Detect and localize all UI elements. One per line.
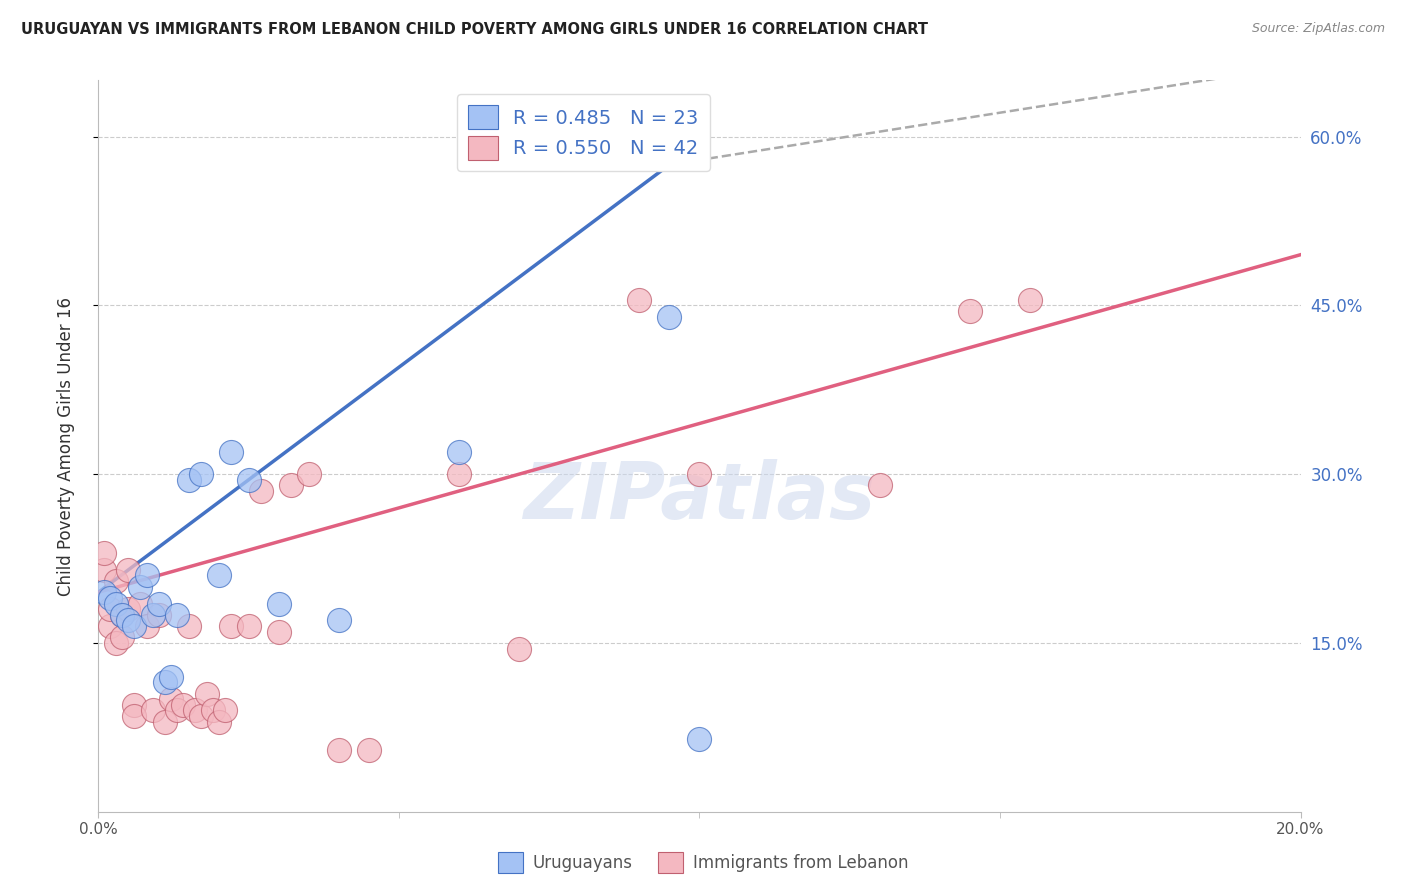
Point [93, 546, 115, 560]
Point [117, 602, 139, 616]
Point [100, 602, 122, 616]
Point [105, 636, 128, 650]
Point [117, 614, 139, 628]
Text: Source: ZipAtlas.com: Source: ZipAtlas.com [1251, 22, 1385, 36]
Point [219, 444, 242, 458]
Point [135, 619, 157, 633]
Point [190, 709, 212, 723]
Point [959, 304, 981, 318]
Point [298, 467, 321, 482]
Point [238, 473, 260, 487]
Y-axis label: Child Poverty Among Girls Under 16: Child Poverty Among Girls Under 16 [56, 296, 75, 596]
Point [93, 585, 115, 599]
Point [166, 607, 188, 622]
Point [105, 574, 128, 588]
Point [153, 675, 176, 690]
Point [447, 444, 470, 458]
Text: ZIPatlas: ZIPatlas [523, 459, 876, 535]
Point [105, 597, 128, 611]
Point [208, 714, 231, 729]
Point [148, 597, 170, 611]
Point [111, 630, 134, 644]
Point [100, 591, 122, 605]
Point [238, 619, 260, 633]
Point [214, 703, 236, 717]
Point [328, 743, 350, 757]
Point [658, 310, 681, 324]
Point [267, 597, 290, 611]
Point [628, 293, 651, 307]
Point [135, 568, 157, 582]
Point [111, 607, 134, 622]
Point [111, 607, 134, 622]
Point [249, 483, 271, 498]
Point [280, 478, 302, 492]
Point [201, 703, 224, 717]
Point [689, 467, 711, 482]
Legend: R = 0.485   N = 23, R = 0.550   N = 42: R = 0.485 N = 23, R = 0.550 N = 42 [457, 94, 710, 171]
Point [93, 563, 115, 577]
Point [869, 478, 891, 492]
Point [172, 698, 194, 712]
Point [508, 641, 530, 656]
Legend: Uruguayans, Immigrants from Lebanon: Uruguayans, Immigrants from Lebanon [491, 846, 915, 880]
Point [124, 709, 146, 723]
Point [183, 703, 205, 717]
Point [159, 670, 181, 684]
Point [177, 473, 200, 487]
Point [129, 597, 152, 611]
Text: URUGUAYAN VS IMMIGRANTS FROM LEBANON CHILD POVERTY AMONG GIRLS UNDER 16 CORRELAT: URUGUAYAN VS IMMIGRANTS FROM LEBANON CHI… [21, 22, 928, 37]
Point [357, 743, 380, 757]
Point [153, 714, 176, 729]
Point [447, 467, 470, 482]
Point [328, 614, 350, 628]
Point [195, 687, 218, 701]
Point [100, 619, 122, 633]
Point [208, 568, 231, 582]
Point [159, 692, 181, 706]
Point [124, 619, 146, 633]
Point [124, 698, 146, 712]
Point [1019, 293, 1042, 307]
Point [267, 624, 290, 639]
Point [117, 563, 139, 577]
Point [141, 607, 163, 622]
Point [219, 619, 242, 633]
Point [190, 467, 212, 482]
Point [689, 731, 711, 746]
Point [129, 580, 152, 594]
Point [148, 607, 170, 622]
Point [166, 703, 188, 717]
Point [177, 619, 200, 633]
Point [141, 703, 163, 717]
